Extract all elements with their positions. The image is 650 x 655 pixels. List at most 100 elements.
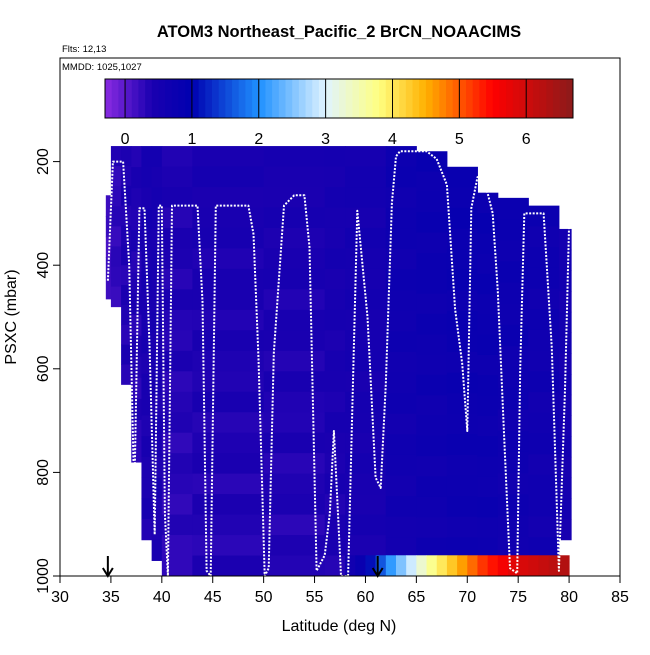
heatmap-cell — [497, 430, 529, 453]
heatmap-cell — [161, 309, 193, 331]
heatmap-cell — [131, 230, 142, 252]
heatmap-cell — [497, 303, 529, 326]
heatmap-cell — [446, 454, 478, 477]
colorbar: 0 1 2 3 4 5 6 — [104, 78, 574, 148]
heatmap-cell — [385, 228, 417, 250]
heatmap-cell — [151, 498, 163, 520]
heatmap-cell — [345, 309, 387, 331]
heatmap-cell — [385, 475, 417, 497]
colorbar-tick-label: 4 — [388, 131, 397, 148]
heatmap-cell — [151, 332, 163, 354]
heatmap-cell — [446, 331, 478, 353]
heatmap-cell — [192, 268, 265, 290]
heatmap-cell — [477, 517, 499, 539]
heatmap-cell — [105, 215, 112, 238]
heatmap-cell — [345, 227, 387, 249]
heatmap-cell — [161, 555, 193, 577]
colorbar-segment — [466, 79, 474, 118]
colorbar-tick-label: 2 — [254, 131, 263, 148]
heatmap-cell — [131, 251, 142, 273]
heatmap-cell — [263, 146, 326, 168]
surface-cell — [436, 555, 448, 576]
heatmap-cell — [161, 227, 193, 249]
y-tick-label: 400 — [35, 252, 52, 279]
heatmap-cell — [141, 187, 153, 209]
heatmap-cell — [192, 494, 265, 516]
heatmap-cell — [192, 248, 265, 270]
x-tick-label: 65 — [407, 589, 425, 606]
heatmap-cell — [528, 454, 560, 476]
x-tick-label: 45 — [204, 589, 222, 606]
heatmap-cell — [121, 225, 132, 246]
heatmap-cell — [192, 473, 265, 495]
heatmap-cell — [477, 375, 499, 397]
colorbar-segment — [506, 79, 514, 118]
heatmap-cell — [192, 453, 265, 475]
heatmap-cell — [416, 517, 448, 539]
heatmap-cell — [528, 392, 560, 414]
heatmap-cell — [263, 248, 326, 270]
heatmap-cell — [528, 288, 560, 310]
heatmap-cell — [558, 456, 572, 479]
heatmap-cell — [477, 395, 499, 417]
heatmap-cell — [558, 249, 572, 271]
heatmap-cell — [558, 270, 572, 292]
heatmap-cell — [446, 187, 478, 209]
heatmap-cell — [446, 372, 478, 394]
heatmap-cell — [192, 207, 265, 229]
colorbar-segment — [492, 79, 500, 118]
heatmap-cell — [497, 451, 529, 474]
heatmap-cell — [110, 186, 122, 207]
colorbar-segment — [312, 79, 320, 118]
heatmap-cell — [141, 373, 153, 396]
heatmap-cell — [141, 311, 153, 334]
heatmap-cell — [416, 252, 448, 274]
heatmap-cell — [151, 415, 163, 437]
heatmap-cell — [263, 227, 326, 249]
heatmap-cell — [345, 371, 387, 393]
colorbar-segment — [198, 79, 206, 118]
heatmap-cell — [345, 535, 387, 557]
heatmap-cell — [416, 476, 448, 498]
heatmap-cell — [558, 394, 572, 416]
flights-label: Flts: 12,13 — [62, 44, 106, 55]
heatmap-cell — [151, 436, 163, 458]
heatmap-cell — [528, 350, 560, 372]
heatmap-cell — [446, 516, 478, 538]
heatmap-cell — [497, 346, 529, 368]
heatmap-cell — [263, 391, 326, 413]
heatmap-cell — [151, 187, 163, 209]
heatmap-cell — [416, 334, 448, 356]
heatmap-cell — [263, 268, 326, 290]
heatmap-cell — [121, 285, 132, 306]
heatmap-cell — [192, 350, 265, 372]
heatmap-cell — [192, 166, 265, 188]
heatmap-cell — [263, 309, 326, 331]
colorbar-segment — [539, 79, 547, 118]
heatmap-cell — [161, 248, 193, 270]
heatmap-cell — [477, 354, 499, 376]
heatmap-cell — [192, 187, 265, 208]
colorbar-segment — [218, 79, 226, 118]
heatmap-cell — [385, 207, 417, 229]
surface-cell — [446, 555, 458, 576]
heatmap-cell — [121, 364, 132, 385]
heatmap-cell — [324, 555, 346, 577]
heatmap-cell — [345, 166, 387, 188]
heatmap-cell — [151, 394, 163, 416]
heatmap-cell — [161, 146, 193, 168]
colorbar-segment — [432, 79, 440, 118]
heatmap-cell — [477, 334, 499, 356]
colorbar-segment — [425, 79, 434, 118]
colorbar-tick-label: 5 — [455, 131, 464, 148]
heatmap-cell — [324, 146, 346, 168]
heatmap-cell — [385, 249, 417, 271]
heatmap-cell — [324, 268, 346, 290]
flight-track — [106, 150, 571, 577]
heatmap-cell — [385, 269, 417, 291]
heatmap-cell — [477, 476, 499, 498]
heatmap-cell — [151, 228, 163, 251]
heatmap-cell — [161, 289, 193, 311]
